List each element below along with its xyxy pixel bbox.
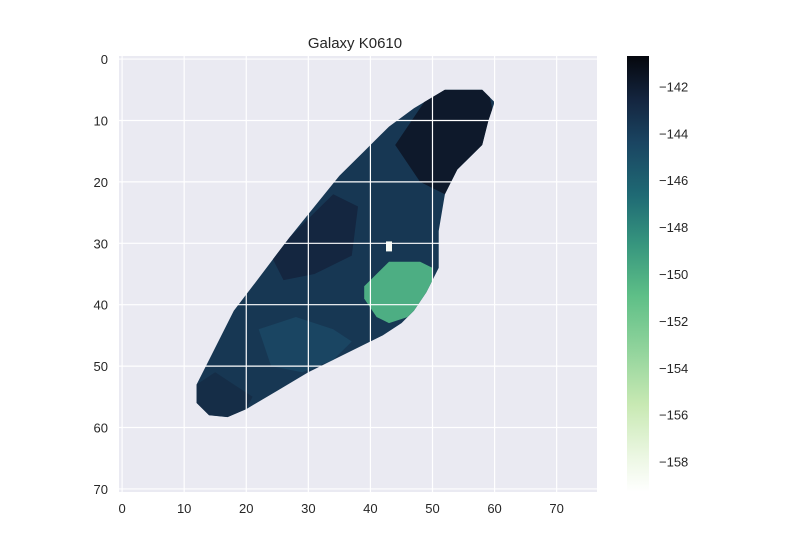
y-tick-label: 20: [94, 175, 108, 190]
colorbar-tick-label: −144: [659, 126, 688, 141]
colorbar-tick-label: −150: [659, 267, 688, 282]
y-tick-label: 30: [94, 236, 108, 251]
x-tick-label: 10: [177, 501, 191, 516]
x-tick-label: 30: [301, 501, 315, 516]
y-tick-label: 0: [101, 52, 108, 67]
y-tick-label: 60: [94, 421, 108, 436]
x-tick-label: 40: [363, 501, 377, 516]
x-tick-label: 0: [118, 501, 125, 516]
y-tick-label: 50: [94, 359, 108, 374]
colorbar-tick-label: −146: [659, 173, 688, 188]
colorbar: [627, 56, 649, 492]
colorbar-tick-label: −156: [659, 408, 688, 423]
zone-central-band: [271, 194, 358, 281]
x-tick-label: 60: [487, 501, 501, 516]
zone-southern-lobe: [258, 317, 352, 373]
colorbar-tick-label: −152: [659, 314, 688, 329]
y-tick-label: 70: [94, 482, 108, 497]
minimum-point: [386, 241, 392, 252]
x-tick-label: 20: [239, 501, 253, 516]
colorbar-ticks: −142 −144 −146 −148 −150 −152 −154 −156 −158: [659, 79, 688, 469]
x-tick-label: 70: [549, 501, 563, 516]
chart-title: Galaxy K0610: [308, 35, 402, 52]
y-tick-label: 10: [94, 113, 108, 128]
colorbar-tick-label: −158: [659, 455, 688, 470]
colorbar-tick-label: −154: [659, 361, 688, 376]
grid-lines: [119, 56, 597, 492]
zone-northeast-core: [395, 89, 495, 195]
colorbar-tick-label: −148: [659, 220, 688, 235]
colorbar-tick-label: −142: [659, 79, 688, 94]
y-tick-label: 40: [94, 298, 108, 313]
x-axis: 0 10 20 30 40 50 60 70: [118, 501, 563, 516]
x-tick-label: 50: [425, 501, 439, 516]
heatmap: [196, 89, 495, 418]
zone-eastern-green-patch: [364, 261, 433, 324]
zone-southwest-tip: [196, 372, 253, 418]
y-axis: 0 10 20 30 40 50 60 70: [94, 52, 108, 497]
